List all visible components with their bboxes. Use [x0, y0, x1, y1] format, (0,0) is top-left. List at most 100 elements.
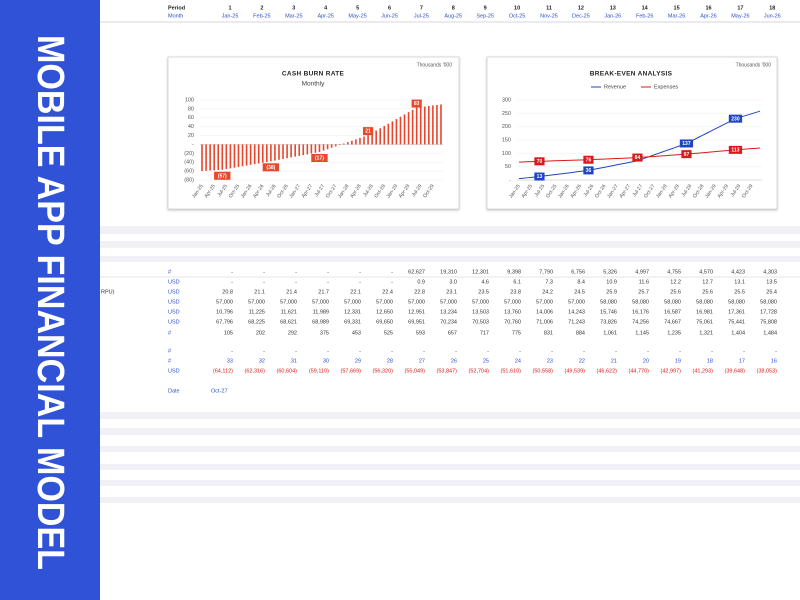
- table-cell: 68,225: [248, 319, 265, 325]
- table-cell: -: [391, 348, 393, 354]
- table-cell: -: [295, 269, 297, 275]
- month-label: Jun-26: [764, 13, 781, 19]
- table-cell: -: [583, 348, 585, 354]
- bar: [257, 144, 260, 164]
- table-cell: 22.1: [350, 289, 361, 295]
- table-cell: 57,000: [440, 299, 457, 305]
- period-number: 1: [228, 5, 231, 11]
- bar: [225, 144, 228, 170]
- table-cell: 24.5: [574, 289, 585, 295]
- table-cell: 75,808: [760, 319, 777, 325]
- value-label-box: [362, 127, 374, 136]
- table-cell: -: [359, 348, 361, 354]
- table-cell: 30: [323, 358, 329, 364]
- table-cell: 12,331: [344, 309, 361, 315]
- row-unit: #: [168, 358, 172, 364]
- table-cell: 20.8: [222, 289, 233, 295]
- y-tick-label: (20): [184, 151, 194, 157]
- bar: [306, 144, 309, 155]
- table-cell: -: [327, 279, 329, 285]
- table-cell: 32: [259, 358, 265, 364]
- table-cell: 13.5: [766, 279, 777, 285]
- table-cell: 20: [643, 358, 649, 364]
- table-cell: 26: [451, 358, 457, 364]
- month-label: Feb-26: [636, 13, 653, 19]
- period-number: 17: [737, 5, 743, 11]
- table-cell: 17,728: [760, 309, 777, 315]
- value-label-box: [411, 99, 422, 108]
- bar: [428, 106, 430, 145]
- month-label: Oct-25: [509, 13, 526, 19]
- table-cell: 24: [515, 358, 521, 364]
- chart-subtitle: Monthly: [302, 81, 326, 88]
- table-cell: (50,558): [533, 368, 554, 374]
- table-cell: (39,648): [725, 368, 746, 374]
- y-tick-label: 100: [502, 151, 511, 157]
- bar: [436, 104, 438, 145]
- table-cell: 58,080: [664, 299, 681, 305]
- value-label: 21: [365, 129, 371, 135]
- table-cell: -: [775, 348, 777, 354]
- bar: [253, 144, 256, 165]
- table-cell: 57,000: [280, 299, 297, 305]
- period-number: 8: [452, 5, 455, 11]
- table-cell: 1,061: [603, 330, 617, 336]
- table-cell: 1,404: [731, 330, 745, 336]
- table-cell: 69,650: [376, 319, 393, 325]
- bar: [330, 144, 333, 148]
- table-cell: -: [327, 348, 329, 354]
- y-tick-label: -: [509, 177, 511, 183]
- value-label-box: [583, 166, 594, 175]
- table-cell: 68,621: [280, 319, 297, 325]
- table-cell: -: [231, 279, 233, 285]
- table-cell: 10.9: [606, 279, 617, 285]
- period-number: 14: [642, 5, 649, 11]
- table-cell: (51,610): [501, 368, 522, 374]
- table-cell: 25.9: [606, 289, 617, 295]
- table-cell: (62,316): [245, 368, 266, 374]
- table-cell: 68,989: [312, 319, 329, 325]
- table-cell: 21.7: [318, 289, 329, 295]
- table-cell: 25.6: [702, 289, 713, 295]
- table-cell: (55,049): [405, 368, 426, 374]
- bar: [270, 144, 272, 162]
- table-cell: (49,539): [565, 368, 586, 374]
- table-cell: 13,234: [440, 309, 457, 315]
- table-cell: 4,570: [699, 269, 713, 275]
- table-cell: 292: [288, 330, 297, 336]
- bar: [326, 144, 329, 150]
- table-cell: 717: [480, 330, 489, 336]
- bar: [415, 107, 418, 145]
- sidebar: [0, 0, 100, 600]
- y-tick-label: (80): [184, 177, 194, 183]
- table-cell: 1,484: [763, 330, 777, 336]
- table-cell: 71,243: [568, 319, 585, 325]
- bar: [440, 104, 442, 145]
- table-cell: 202: [256, 330, 265, 336]
- table-cell: 25: [483, 358, 489, 364]
- value-label-box: [534, 157, 545, 166]
- bar: [383, 125, 386, 145]
- chart-note: Thousands '000: [417, 62, 453, 68]
- table-cell: 12,301: [472, 269, 489, 275]
- band: [100, 428, 800, 435]
- table-cell: 19: [675, 358, 681, 364]
- bar: [290, 144, 292, 158]
- bar: [371, 132, 373, 145]
- table-cell: 9,398: [507, 269, 521, 275]
- bar: [302, 144, 305, 156]
- bar: [375, 130, 377, 145]
- table-cell: 71,006: [536, 319, 553, 325]
- table-cell: 4,997: [635, 269, 649, 275]
- table-cell: 105: [224, 330, 233, 336]
- bar: [411, 109, 414, 145]
- row-bands: [100, 226, 800, 503]
- month-label: May-25: [348, 13, 366, 19]
- table-cell: Oct-27: [211, 388, 228, 394]
- bar: [399, 116, 402, 145]
- table-cell: (46,622): [597, 368, 618, 374]
- table-cell: 453: [352, 330, 361, 336]
- bar: [245, 144, 248, 166]
